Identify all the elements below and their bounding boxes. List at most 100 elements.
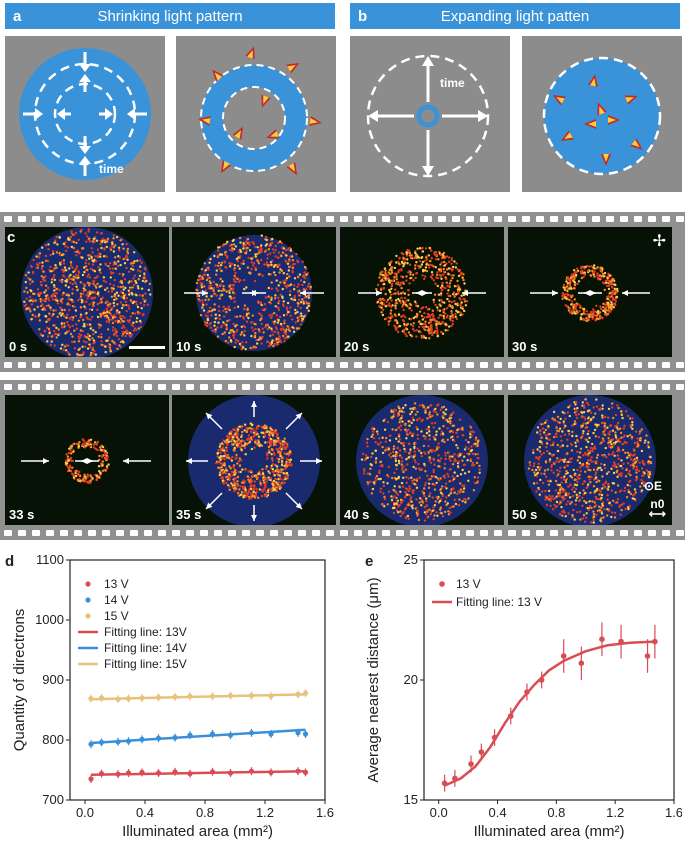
legend-marker (85, 597, 91, 603)
data-point (302, 769, 309, 775)
data-point (248, 693, 255, 699)
scale-bar (129, 346, 165, 349)
data-point (538, 677, 545, 683)
data-point (295, 730, 301, 736)
data-point (187, 693, 193, 699)
data-point (88, 776, 94, 782)
data-point (248, 730, 255, 736)
legend-entry: Fitting line: 15V (104, 657, 187, 671)
frame-time-label: 20 s (344, 339, 370, 354)
data-point (468, 761, 474, 767)
microscopy-frame: 10 s (172, 227, 336, 357)
data-point (227, 732, 234, 738)
data-point (618, 638, 624, 645)
panel-a-left-diagram: time (5, 36, 165, 192)
x-axis-label: Illuminated area (mm²) (122, 823, 273, 840)
x-tick-label: 1.2 (606, 805, 624, 820)
fit-line (90, 728, 306, 745)
panel-b-right-diagram (522, 36, 682, 192)
data-point (268, 769, 274, 775)
data-point (227, 693, 234, 699)
legend-marker (85, 581, 91, 587)
y-tick-label: 1000 (35, 612, 64, 627)
x-tick-label: 0.8 (547, 805, 565, 820)
panel-b-title: Expanding light patten (440, 7, 590, 25)
data-point (209, 769, 216, 775)
legend-entry: Fitting line: 14V (104, 641, 187, 655)
legend-entry: 15 V (104, 609, 129, 623)
legend-entry: Fitting line: 13 V (456, 595, 542, 609)
x-tick-label: 1.6 (316, 805, 334, 820)
data-point (187, 732, 193, 738)
legend-marker (439, 581, 445, 587)
data-point (172, 735, 178, 741)
y-tick-label: 700 (42, 792, 64, 807)
data-point (295, 768, 301, 774)
x-tick-label: 0.8 (196, 805, 214, 820)
data-point (524, 689, 530, 695)
data-point (491, 734, 498, 741)
data-point (172, 769, 178, 775)
data-point (599, 636, 605, 642)
panel-a-label: a (13, 7, 22, 25)
data-point (209, 693, 216, 699)
x-tick-label: 0.0 (76, 805, 94, 820)
data-point (139, 695, 145, 701)
e-field-label: ⊙E (643, 479, 662, 493)
data-point (248, 768, 255, 774)
y-tick-label: 15 (404, 792, 418, 807)
y-tick-label: 800 (42, 732, 64, 747)
panel-a-header: a Shrinking light pattern (5, 3, 335, 29)
legend-entry: 14 V (104, 593, 129, 607)
x-tick-label: 1.2 (256, 805, 274, 820)
y-axis-label: Quantity of directrons (11, 609, 28, 752)
x-tick-label: 0.4 (136, 805, 154, 820)
microscopy-frame: 35 s (172, 395, 336, 525)
panel-b-time-label: time (440, 76, 465, 90)
data-point (115, 771, 121, 777)
y-axis-label: Average nearest distance (μm) (365, 577, 382, 782)
panel-c-label: c (7, 229, 16, 246)
data-point (268, 731, 274, 737)
microscopy-frame: 30 s ✢ (508, 227, 672, 357)
data-point (115, 696, 121, 702)
directron-swimmers (198, 46, 322, 176)
legend-entry: 13 V (104, 577, 129, 591)
frame-time-label: 40 s (344, 507, 370, 522)
data-point (172, 694, 178, 700)
data-point (209, 731, 216, 737)
panel-a-right-diagram (176, 36, 336, 192)
directron-swimmers-b (552, 74, 643, 166)
data-point (227, 770, 234, 776)
data-point (98, 739, 105, 745)
data-point (155, 735, 162, 741)
panel-e-label: e (365, 553, 374, 570)
data-point (452, 775, 458, 782)
data-point (98, 771, 105, 777)
data-point (115, 739, 121, 745)
y-tick-label: 1100 (36, 552, 64, 567)
data-point (560, 653, 567, 659)
data-point (139, 769, 145, 775)
data-point (125, 738, 132, 744)
data-point (98, 695, 105, 701)
x-tick-label: 1.6 (665, 805, 682, 820)
frame-time-label: 10 s (176, 339, 202, 354)
data-point (441, 780, 448, 786)
data-point (295, 691, 301, 697)
panel-b-header: b Expanding light patten (350, 3, 680, 29)
microscopy-frame: 20 s (340, 227, 504, 357)
microscopy-frame: 0 s (5, 227, 169, 357)
data-point (125, 696, 132, 702)
y-tick-label: 900 (42, 672, 64, 687)
x-tick-label: 0.0 (430, 805, 448, 820)
data-point (578, 660, 585, 666)
legend-marker (85, 613, 91, 619)
frame-time-label: 50 s (512, 507, 538, 522)
fit-curve (444, 640, 655, 787)
data-point (187, 771, 193, 777)
data-point (478, 749, 485, 755)
microscopy-frame: 33 s (5, 395, 169, 525)
data-point (88, 696, 94, 702)
frame-time-label: 35 s (176, 507, 202, 522)
